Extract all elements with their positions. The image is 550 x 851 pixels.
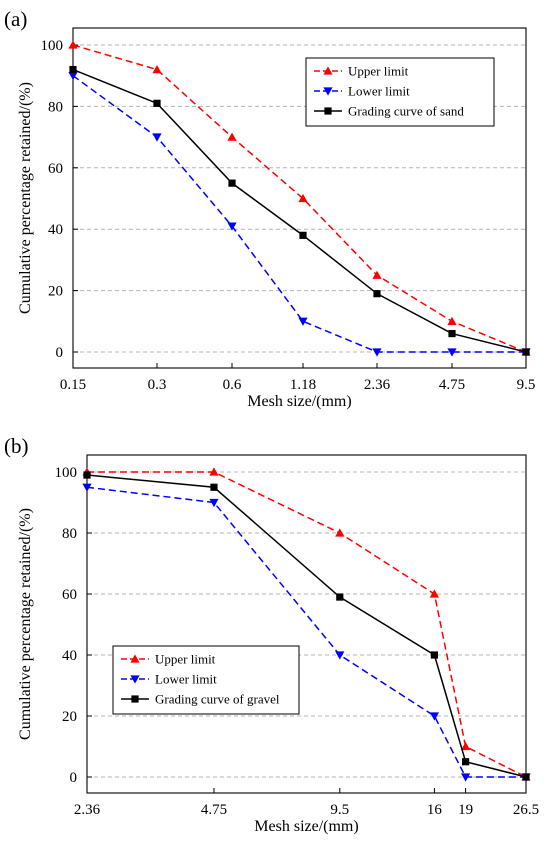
- plot-frame: [86, 454, 527, 794]
- data-point: [336, 593, 344, 601]
- legend-marker: [323, 66, 333, 75]
- panel-label: (b): [4, 434, 29, 458]
- data-point: [461, 741, 471, 751]
- chart-panel-b: 0 20 40 60 80 100 2.36 4.75 9.5 16 19 26.5 Mesh size…: [4, 434, 539, 835]
- data-point: [227, 132, 237, 141]
- data-point: [298, 317, 308, 326]
- series-1: [82, 467, 531, 781]
- data-point: [299, 231, 307, 239]
- x-tick-label: 0.6: [223, 377, 242, 393]
- series-line: [86, 474, 527, 778]
- data-point: [447, 316, 457, 325]
- x-axis-label: Mesh size/(mm): [247, 393, 351, 410]
- data-point: [429, 712, 440, 721]
- data-point: [522, 773, 530, 781]
- legend-marker: [324, 107, 332, 115]
- data-point: [153, 99, 161, 107]
- data-point: [430, 651, 439, 659]
- x-tick-label: 2.36: [74, 802, 101, 818]
- data-point: [209, 498, 219, 508]
- legend-label: Lower limit: [348, 84, 410, 99]
- y-tick-label: 80: [48, 99, 63, 115]
- chart-panel-a: 0 20 40 60 80 100 0.15 0.3 0.6 1.18 2.36 4.75 9.5 Mes…: [4, 7, 535, 410]
- x-tick-label: 1.18: [290, 377, 316, 393]
- y-tick-label: 100: [55, 465, 78, 481]
- series-line: [86, 486, 526, 778]
- legend-box: [305, 57, 495, 127]
- legend-marker: [130, 654, 140, 663]
- legend-label: Grading curve of gravel: [155, 692, 280, 707]
- data-point: [210, 483, 218, 491]
- data-point: [335, 651, 345, 660]
- y-tick-label: 0: [70, 770, 78, 786]
- x-tick-label: 4.75: [201, 802, 227, 818]
- data-point: [227, 222, 237, 231]
- x-tick-label: 0.3: [148, 377, 167, 393]
- data-point: [152, 64, 162, 74]
- legend-marker: [130, 675, 140, 684]
- legend-marker: [323, 87, 333, 96]
- y-tick-label: 60: [62, 587, 77, 603]
- legend-label: Grading curve of sand: [348, 104, 464, 119]
- x-tick-label: 2.36: [364, 377, 391, 393]
- data-point: [209, 467, 219, 476]
- data-point: [335, 528, 345, 537]
- x-tick-label: 9.5: [517, 377, 536, 393]
- legend-box: [112, 645, 300, 715]
- data-point: [68, 72, 78, 81]
- y-tick-label: 80: [62, 526, 77, 542]
- y-tick-label: 20: [48, 284, 63, 300]
- data-point: [68, 40, 78, 49]
- legend-label: Upper limit: [155, 652, 216, 667]
- data-point: [462, 758, 470, 766]
- data-point: [372, 270, 382, 279]
- y-axis-label: Cumulative percentage retained/(%): [17, 82, 34, 314]
- legend-label: Upper limit: [348, 64, 409, 79]
- y-tick-label: 20: [62, 709, 77, 725]
- x-tick-label: 19: [458, 802, 473, 818]
- data-point: [373, 290, 381, 298]
- y-tick-label: 60: [48, 161, 63, 177]
- data-point: [298, 193, 308, 203]
- series-2: [82, 483, 531, 782]
- series-line: [87, 471, 527, 778]
- data-point: [82, 483, 92, 492]
- data-point: [152, 133, 162, 142]
- series-3: [83, 471, 530, 781]
- x-tick-label: 0.15: [60, 377, 86, 393]
- legend-marker: [131, 695, 139, 703]
- x-tick-label: 4.75: [439, 377, 465, 393]
- legend: Upper limit Lower limit Grading curve of s…: [305, 57, 495, 127]
- legend: Upper limit Lower limit Grading curve of g…: [112, 645, 300, 715]
- legend-label: Lower limit: [155, 672, 217, 687]
- x-axis-label: Mesh size/(mm): [254, 818, 358, 835]
- data-point: [447, 348, 457, 357]
- y-tick-label: 40: [62, 648, 77, 664]
- plot-frame: [72, 27, 527, 369]
- panel-label: (a): [4, 7, 27, 31]
- y-tick-label: 40: [48, 222, 63, 238]
- x-tick-label: 26.5: [513, 802, 539, 818]
- y-tick-label: 0: [56, 345, 64, 361]
- x-tick-label: 9.5: [330, 802, 349, 818]
- data-point: [522, 348, 530, 356]
- data-point: [461, 773, 471, 782]
- data-point: [448, 329, 456, 338]
- y-axis-label: Cumulative percentage retained/(%): [17, 508, 34, 740]
- data-point: [429, 589, 440, 598]
- x-tick-label: 16: [427, 802, 443, 818]
- y-tick-label: 100: [41, 38, 64, 54]
- data-point: [83, 471, 91, 479]
- data-point: [228, 179, 236, 187]
- data-point: [69, 65, 77, 74]
- series-3: [69, 65, 530, 356]
- data-point: [372, 348, 382, 357]
